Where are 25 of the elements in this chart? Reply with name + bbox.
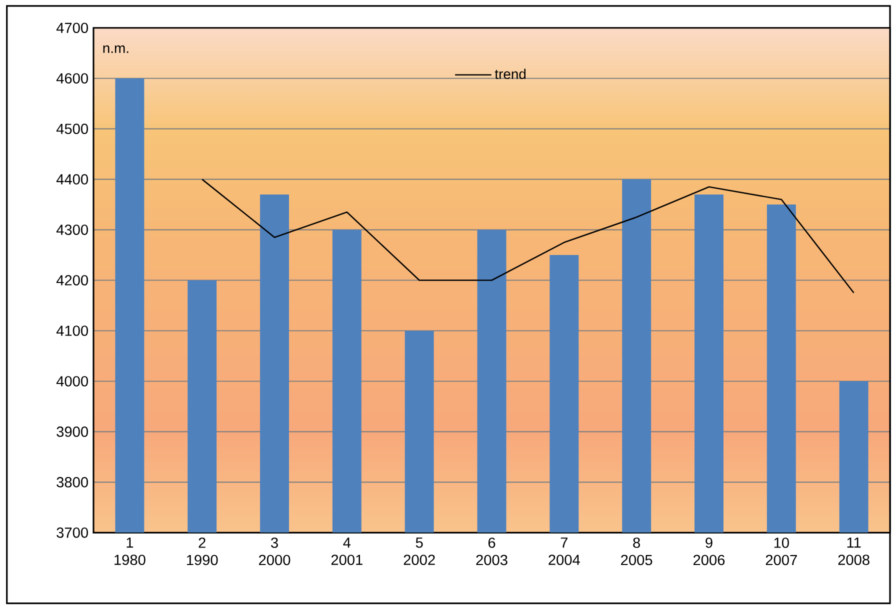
y-tick-label: 4400	[56, 174, 88, 184]
x-tick-label: 9 2006	[693, 537, 725, 566]
x-tick-label: 2 1990	[186, 537, 218, 566]
x-tick-label: 10 2007	[766, 537, 797, 566]
x-tick-label: 1 1980	[114, 537, 146, 565]
y-tick-label: 4200	[56, 274, 88, 286]
y-tick-label: 4100	[56, 325, 88, 336]
y-tick-label: 3900	[56, 426, 88, 437]
x-tick-label: 6 2003	[476, 537, 508, 566]
y-axis-title: n.m.	[103, 45, 128, 53]
x-tick-label: 4 2001	[331, 537, 362, 565]
y-tick-label: 4600	[56, 73, 88, 84]
y-tick-label: 4300	[56, 224, 88, 235]
x-tick-label: 5 2002	[404, 537, 435, 565]
y-tick-label: 3800	[56, 476, 88, 488]
y-tick-label: 4700	[56, 22, 88, 33]
legend-label: trend	[494, 68, 526, 79]
y-tick-label: 4500	[56, 124, 88, 134]
y-tick-label: 4000	[56, 376, 88, 386]
x-tick-label: 7 2004	[548, 537, 580, 565]
x-tick-label: 3 2000	[259, 537, 290, 566]
y-tick-label: 3700	[56, 527, 88, 538]
x-tick-label: 11 2008	[838, 537, 870, 565]
x-tick-label: 8 2005	[621, 537, 652, 566]
line-series	[201, 178, 854, 294]
